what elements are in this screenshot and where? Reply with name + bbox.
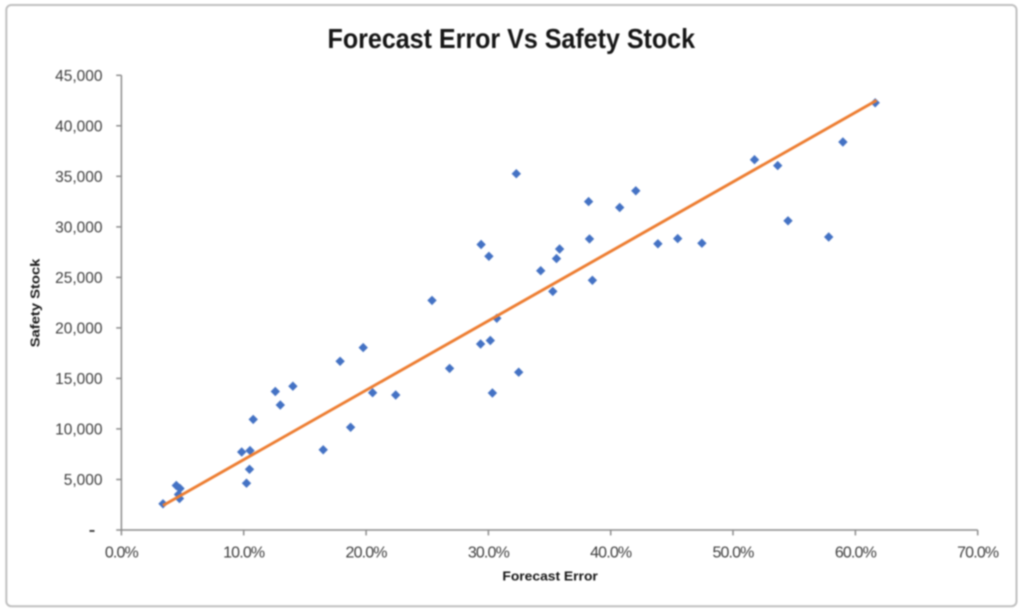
svg-text:10.0%: 10.0% xyxy=(223,544,265,561)
svg-text:45,000: 45,000 xyxy=(55,68,103,85)
svg-text:0.0%: 0.0% xyxy=(105,544,139,561)
svg-text:20.0%: 20.0% xyxy=(346,544,388,561)
svg-text:30.0%: 30.0% xyxy=(468,544,510,561)
svg-text:35,000: 35,000 xyxy=(55,169,103,186)
svg-text:50.0%: 50.0% xyxy=(712,544,754,561)
svg-text:Forecast Error: Forecast Error xyxy=(502,568,597,583)
svg-text:10,000: 10,000 xyxy=(55,422,103,439)
svg-text:Forecast Error Vs Safety Stock: Forecast Error Vs Safety Stock xyxy=(328,23,696,54)
svg-text:25,000: 25,000 xyxy=(55,270,103,287)
svg-text:Safety Stock: Safety Stock xyxy=(28,258,43,347)
svg-text:40.0%: 40.0% xyxy=(590,544,632,561)
svg-text:70.0%: 70.0% xyxy=(957,544,999,561)
svg-text:5,000: 5,000 xyxy=(64,472,103,489)
svg-text:30,000: 30,000 xyxy=(55,220,103,237)
svg-text:15,000: 15,000 xyxy=(55,371,103,388)
svg-text:40,000: 40,000 xyxy=(55,119,103,136)
svg-text:60.0%: 60.0% xyxy=(835,544,877,561)
svg-text:20,000: 20,000 xyxy=(55,321,103,338)
